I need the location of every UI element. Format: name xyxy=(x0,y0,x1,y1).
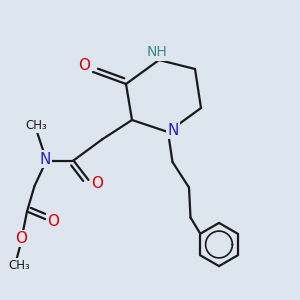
Text: N: N xyxy=(39,152,51,166)
Text: CH₃: CH₃ xyxy=(9,259,30,272)
Text: O: O xyxy=(92,176,104,190)
Text: O: O xyxy=(47,214,59,230)
Text: NH: NH xyxy=(147,46,168,59)
Text: O: O xyxy=(78,58,90,74)
Text: N: N xyxy=(168,123,179,138)
Text: O: O xyxy=(15,231,27,246)
Text: CH₃: CH₃ xyxy=(25,119,47,133)
